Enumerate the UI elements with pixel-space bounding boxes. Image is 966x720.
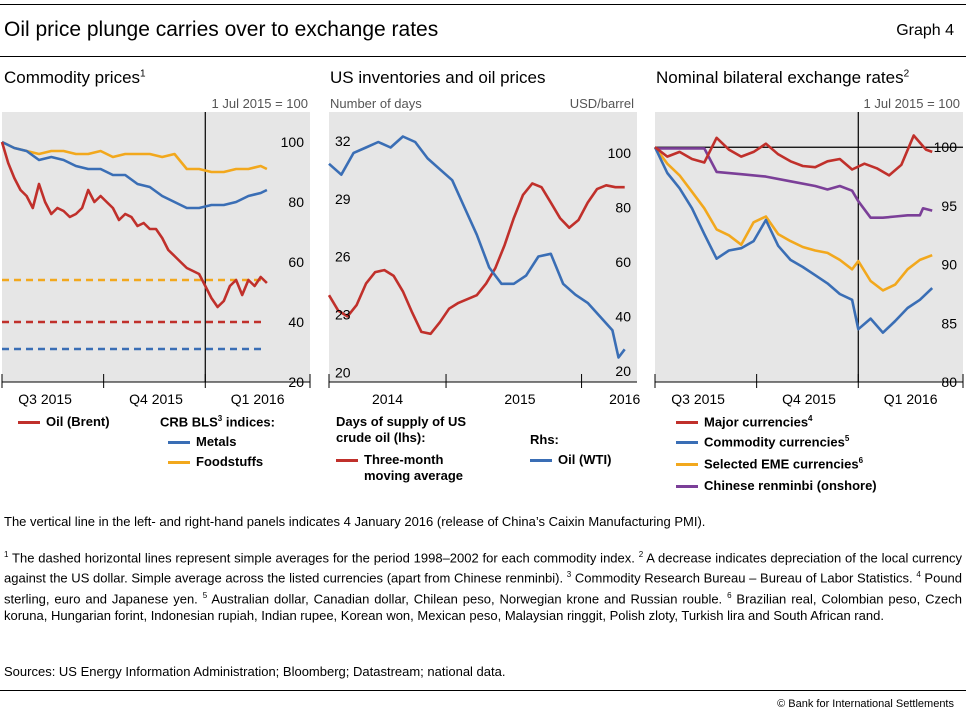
exchange-rates-chart: 80 85 90 95 100 Q3 2015 Q4 2015 Q1 2016: [653, 112, 964, 407]
footnote-number: 5: [202, 590, 208, 600]
panel-3-unit-right: 1 Jul 2015 = 100: [863, 96, 961, 111]
legend-swatch-purple: [676, 485, 698, 489]
x-tick-label: Q3 2015: [671, 391, 725, 407]
series-line-chinese-renminbi-onshore: [655, 147, 933, 219]
footnote-text: The dashed horizontal lines represent si…: [8, 550, 639, 566]
series-line-oil-wti: [328, 135, 626, 359]
chart-note: The vertical line in the left- and right…: [4, 514, 706, 529]
legend-swatch-red: [676, 421, 698, 425]
legend-foodstuffs: Foodstuffs: [168, 454, 263, 469]
series-line-three-month-moving-average: [327, 182, 625, 336]
y-left-tick-label: 26: [335, 249, 351, 265]
panel-1-title: Commodity prices1: [4, 68, 146, 87]
title-rule: [0, 56, 966, 57]
legend-days-supply-line2: crude oil (lhs):: [336, 430, 426, 445]
legend-commodity-currencies: Commodity currencies5: [676, 434, 849, 449]
x-tick-label: Q3 2015: [18, 391, 72, 407]
panel-3-title: Nominal bilateral exchange rates2: [656, 68, 910, 87]
legend-three-month-ma: Three-month: [336, 452, 443, 467]
bottom-rule: [0, 690, 966, 691]
plot-area: [329, 112, 637, 382]
series-line-major-currencies: [654, 134, 933, 177]
footnotes: 1 The dashed horizontal lines represent …: [4, 546, 962, 624]
y-tick-label: 40: [288, 314, 304, 330]
graph-number: Graph 4: [896, 22, 954, 39]
footnote-number: 4: [916, 570, 921, 580]
y-tick-label: 20: [288, 374, 304, 390]
top-rule: [0, 4, 966, 5]
footnote-text: Brazilian real, Colombian peso, Czech ko…: [4, 590, 962, 623]
y-left-tick-label: 23: [335, 307, 351, 323]
legend-chinese-renminbi: Chinese renminbi (onshore): [676, 478, 877, 493]
figure-title: Oil price plunge carries over to exchang…: [4, 18, 439, 41]
panel-2-unit-right: USD/barrel: [569, 96, 634, 111]
sources: Sources: US Energy Information Administr…: [4, 664, 506, 679]
legend-swatch-orange: [676, 463, 698, 467]
legend-swatch-blue: [168, 441, 190, 445]
y-tick-label: 80: [288, 194, 304, 210]
y-left-tick-label: 20: [335, 364, 351, 380]
x-tick-label: Q4 2015: [129, 391, 183, 407]
y-left-tick-label: 32: [335, 133, 351, 149]
panel-2-unit-left: Number of days: [330, 96, 422, 111]
us-inventories-chart: 20 23 26 29 32 20 40 60 80 100 2014 2015 2016: [327, 112, 640, 407]
legend-crb-heading: CRB BLS3 indices:: [160, 414, 275, 430]
x-tick-label: Q1 2016: [884, 391, 938, 407]
legend-oil-brent: Oil (Brent): [18, 414, 110, 429]
legend-rhs: Rhs:: [530, 432, 559, 447]
footnote-number: 2: [638, 550, 644, 559]
y-tick-label: 100: [934, 139, 958, 155]
y-right-tick-label: 60: [615, 254, 631, 270]
legend-oil-wti: Oil (WTI): [530, 452, 611, 467]
y-left-tick-label: 29: [335, 191, 351, 207]
footnote-text: Commodity Research Bureau – Bureau of La…: [571, 570, 917, 586]
footnote-number: 1: [4, 550, 9, 559]
y-tick-label: 80: [941, 374, 957, 390]
commodity-prices-chart: 20 40 60 80 100 Q3 2015 Q4 2015 Q1 2016: [0, 112, 311, 407]
y-right-tick-label: 40: [615, 309, 631, 325]
legend-days-supply-line1: Days of supply of US: [336, 414, 467, 429]
y-right-tick-label: 100: [608, 145, 632, 161]
footnote-text: A decrease indicates depreciation of the…: [4, 550, 962, 586]
x-tick-label: Q4 2015: [782, 391, 836, 407]
copyright: © Bank for International Settlements: [777, 698, 954, 710]
series-line-oil-brent: [0, 141, 268, 309]
y-tick-label: 85: [941, 315, 957, 331]
legend-eme-currencies: Selected EME currencies6: [676, 456, 863, 471]
x-tick-label: Q1 2016: [231, 391, 285, 407]
footnote-text: Australian dollar, Canadian dollar, Chil…: [207, 590, 728, 606]
footnote-number: 3: [566, 570, 572, 580]
series-line-metals: [1, 140, 268, 210]
legend-metals: Metals: [168, 434, 236, 449]
y-tick-label: 60: [288, 254, 304, 270]
series-line-foodstuffs: [1, 140, 268, 174]
panel-1-unit-right: 1 Jul 2015 = 100: [211, 96, 309, 111]
legend-swatch-blue: [530, 459, 552, 463]
x-tick-label: 2016: [609, 391, 640, 407]
legend-swatch-red: [336, 459, 358, 463]
plot-area: [655, 112, 963, 382]
legend-swatch-orange: [168, 461, 190, 465]
y-tick-label: 95: [941, 198, 957, 214]
legend-swatch-blue: [676, 441, 698, 445]
y-tick-label: 100: [281, 134, 305, 150]
x-tick-label: 2014: [372, 391, 403, 407]
legend-major-currencies: Major currencies4: [676, 414, 813, 429]
legend-swatch-red: [18, 421, 40, 425]
x-tick-label: 2015: [504, 391, 535, 407]
footnote-number: 6: [727, 590, 732, 600]
series-line-commodity-currencies: [653, 146, 934, 334]
panel-2-title: US inventories and oil prices: [330, 68, 546, 87]
footnote-text: Pound sterling, euro and Japanese yen.: [4, 570, 963, 606]
y-tick-label: 90: [941, 257, 957, 273]
y-right-tick-label: 20: [615, 363, 631, 379]
y-right-tick-label: 80: [615, 199, 631, 215]
series-line-selected-eme-currencies: [653, 146, 933, 292]
legend-three-month-ma-line2: moving average: [364, 468, 463, 483]
